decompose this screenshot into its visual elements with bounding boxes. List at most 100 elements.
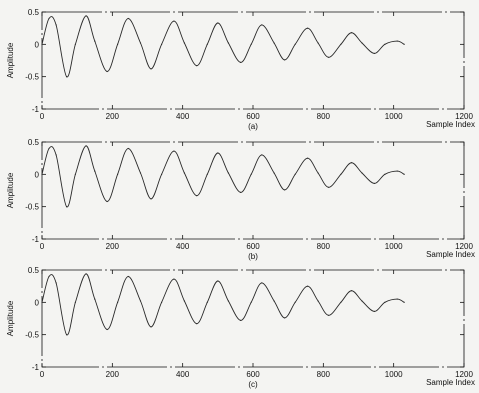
data-point bbox=[403, 301, 405, 303]
data-point bbox=[328, 186, 330, 188]
data-point bbox=[106, 200, 108, 203]
panel-label: (c) bbox=[248, 380, 258, 389]
data-point bbox=[74, 301, 76, 303]
y-tick-label: 0.5 bbox=[28, 138, 40, 147]
data-point bbox=[55, 24, 57, 26]
data-point bbox=[183, 300, 185, 302]
data-point bbox=[240, 319, 242, 321]
data-point bbox=[106, 328, 108, 331]
data-point bbox=[139, 42, 142, 44]
data-point bbox=[384, 173, 386, 175]
y-tick-label: 0.5 bbox=[28, 266, 40, 275]
x-tick-label: 800 bbox=[317, 112, 331, 121]
data-point bbox=[396, 170, 398, 172]
data-point bbox=[294, 43, 296, 45]
data-point bbox=[361, 172, 363, 174]
panel-2: 0 200 400 600 800 1000 1200 -1 -0.5 0 0.5 Amplitude… bbox=[6, 138, 475, 261]
data-point bbox=[227, 172, 229, 174]
data-point bbox=[340, 43, 342, 45]
y-tick-label: 0 bbox=[35, 170, 40, 179]
y-axis-label: Amplitude bbox=[6, 172, 15, 208]
data-point bbox=[150, 326, 152, 328]
data-point bbox=[66, 76, 68, 78]
data-point bbox=[48, 275, 50, 278]
data-point bbox=[227, 300, 229, 302]
y-axis-label: Amplitude bbox=[6, 42, 15, 78]
x-tick-label: 1200 bbox=[455, 242, 473, 251]
data-point bbox=[94, 298, 96, 300]
data-point bbox=[317, 172, 319, 174]
data-point bbox=[173, 150, 175, 152]
x-tick-label: 200 bbox=[106, 370, 120, 379]
data-point bbox=[106, 70, 108, 73]
data-point bbox=[284, 59, 286, 61]
y-tick-label: 0 bbox=[35, 40, 40, 49]
data-point bbox=[196, 195, 198, 197]
x-tick-label: 800 bbox=[317, 370, 331, 379]
x-tick-label: 400 bbox=[176, 242, 190, 251]
data-point bbox=[150, 198, 152, 200]
data-point bbox=[284, 189, 286, 191]
data-point bbox=[206, 43, 208, 45]
panel-3: 0 200 400 600 800 1000 1200 -1 -0.5 0 0.5 Amplitude… bbox=[6, 266, 475, 389]
data-point bbox=[273, 300, 275, 302]
data-point bbox=[127, 275, 129, 278]
data-point bbox=[284, 317, 286, 319]
data-point bbox=[183, 42, 185, 44]
panel-label: (b) bbox=[248, 252, 258, 261]
data-point bbox=[217, 22, 219, 24]
x-tick-label: 600 bbox=[246, 242, 260, 251]
data-point bbox=[373, 310, 375, 312]
series-line-1 bbox=[41, 15, 405, 78]
data-point bbox=[41, 173, 43, 175]
data-point bbox=[66, 334, 68, 336]
data-point bbox=[117, 173, 119, 175]
y-tick-label: 0.5 bbox=[28, 8, 40, 17]
data-point bbox=[66, 206, 68, 208]
data-point bbox=[217, 280, 219, 282]
data-point bbox=[317, 42, 319, 44]
data-point bbox=[206, 301, 208, 303]
axes-frame bbox=[41, 269, 465, 368]
data-point bbox=[206, 173, 208, 175]
x-tick-label: 600 bbox=[246, 112, 260, 121]
data-point bbox=[328, 56, 330, 58]
data-point bbox=[350, 290, 353, 292]
data-point bbox=[294, 173, 296, 175]
data-point bbox=[240, 191, 242, 193]
x-tick-label: 200 bbox=[106, 242, 120, 251]
data-point bbox=[350, 32, 353, 34]
data-point bbox=[139, 300, 142, 302]
series-line-1 bbox=[41, 273, 405, 336]
data-point bbox=[273, 42, 275, 44]
panel-1: 0 200 400 600 800 1000 1200 -1 -0.5 0 0.5 Amplitude… bbox=[6, 8, 475, 131]
data-point bbox=[55, 154, 57, 156]
x-tick-label: 1200 bbox=[455, 112, 473, 121]
data-point bbox=[127, 17, 129, 20]
panel-label: (a) bbox=[248, 122, 258, 131]
data-point bbox=[361, 300, 363, 302]
axes-frame bbox=[41, 11, 465, 110]
x-tick-label: 1000 bbox=[385, 242, 403, 251]
data-point bbox=[403, 43, 405, 45]
y-tick-label: -0.5 bbox=[25, 331, 39, 340]
data-point bbox=[48, 147, 50, 150]
data-point bbox=[117, 43, 119, 45]
x-tick-label: 0 bbox=[40, 370, 45, 379]
data-point bbox=[306, 157, 309, 159]
y-tick-label: -1 bbox=[32, 363, 40, 372]
data-point bbox=[373, 52, 375, 55]
data-point bbox=[173, 20, 175, 22]
y-tick-label: -1 bbox=[32, 235, 40, 244]
data-point bbox=[294, 301, 296, 303]
x-tick-label: 1200 bbox=[455, 370, 473, 379]
data-point bbox=[261, 154, 263, 156]
data-point bbox=[396, 298, 398, 300]
data-point bbox=[306, 27, 309, 29]
data-point bbox=[127, 147, 129, 150]
data-point bbox=[183, 172, 185, 174]
data-point bbox=[85, 145, 87, 147]
data-point bbox=[139, 172, 142, 174]
data-point bbox=[173, 278, 175, 280]
